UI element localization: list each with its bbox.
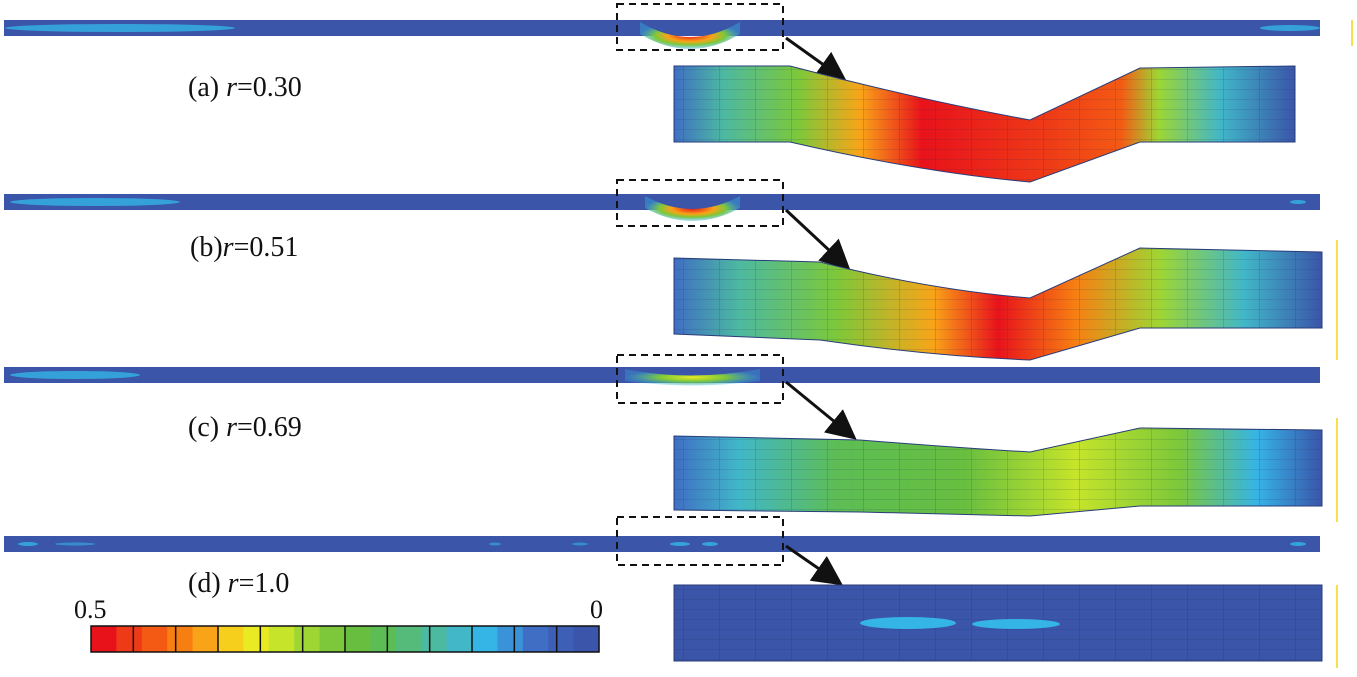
label-d-var: r [228,568,239,599]
zoom-arrow-a [785,36,847,82]
panel-c: (c) r=0.69 [4,354,1338,522]
label-d: (d) r=1.0 [188,568,289,599]
label-a-var: r [226,72,237,103]
colorbar-swatch [472,626,498,652]
colorbar-swatch [294,626,321,652]
colorbar-swatches [91,626,600,652]
label-a: (a) r=0.30 [188,72,302,103]
colorbar-frame [90,625,600,653]
colorbar-dividers [132,626,558,652]
colorbar-swatch [497,626,524,652]
colorbar-max-label: 0.5 [74,595,107,624]
label-c-prefix: (c) [188,412,226,443]
colorbar-swatch [446,626,473,652]
panel-d: (d) r=1.0 [4,516,1338,668]
beam-overview-b [4,194,1320,221]
label-c-value: =0.69 [237,412,302,443]
beam-detail-d [673,584,1323,662]
panel-a: (a) r=0.30 [4,3,1353,183]
beam-overview-c [4,367,1320,386]
zoom-box-a [616,3,784,51]
colorbar-swatch [243,626,270,652]
colorbar-swatch [141,626,168,652]
label-d-prefix: (d) [188,568,228,599]
colorbar-swatch [268,626,295,652]
colorbar-swatch [319,626,346,652]
label-c-var: r [226,412,237,443]
label-b-value: =0.51 [234,232,299,263]
colorbar-swatch [345,626,371,652]
colorbar-swatch [421,626,448,652]
label-b-prefix: (b) [190,232,223,263]
colorbar-swatch [395,626,422,652]
colorbar-swatch [192,626,219,652]
colorbar-swatch [370,626,397,652]
zoom-arrow-b [784,208,851,271]
colorbar: 0.5 0 [74,595,603,653]
beam-overview-d [4,536,1320,552]
label-a-value: =0.30 [237,72,302,103]
colorbar-swatch [218,626,244,652]
zoom-arrow-d [785,544,843,586]
beam-detail-b [673,247,1323,361]
panel-b: (b)r=0.51 [4,179,1338,361]
label-b-var: r [223,232,234,263]
label-c: (c) r=0.69 [188,412,302,443]
label-d-value: =1.0 [239,568,290,599]
zoom-box-b [616,179,784,227]
colorbar-swatch [548,626,575,652]
colorbar-swatch [116,626,143,652]
beam-overview-a [4,20,1320,49]
colorbar-swatch [91,626,117,652]
beam-detail-a [673,65,1296,183]
beam-detail-c [673,427,1323,517]
zoom-arrow-c [785,380,857,440]
colorbar-min-label: 0 [590,595,603,624]
label-b: (b)r=0.51 [190,232,298,263]
colorbar-swatch [522,626,549,652]
colorbar-swatch [167,626,194,652]
colorbar-swatch [573,626,600,652]
label-a-prefix: (a) [188,72,226,103]
